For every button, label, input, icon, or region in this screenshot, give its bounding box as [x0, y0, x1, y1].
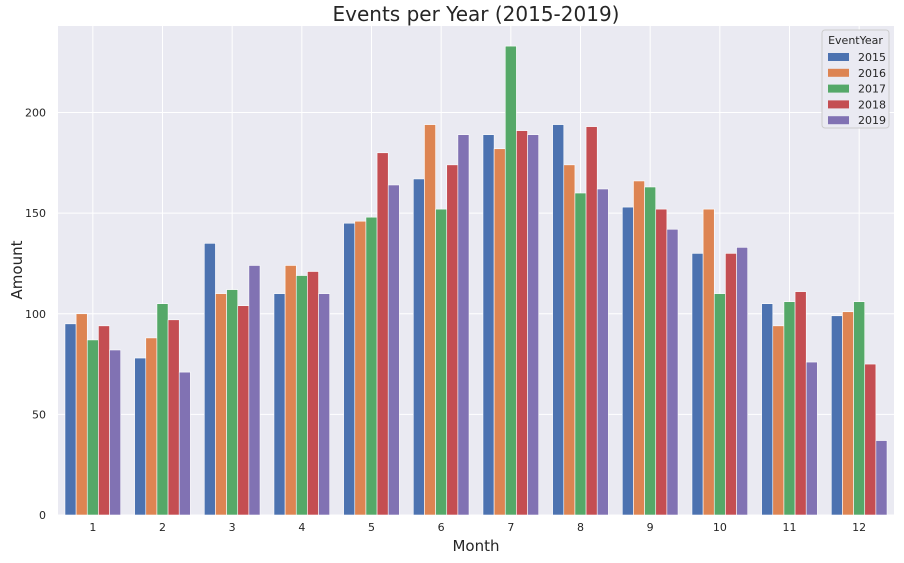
- bar-2016-month-11: [772, 325, 785, 516]
- bar-2019-month-5: [387, 184, 400, 516]
- y-tick-label: 150: [25, 207, 46, 220]
- x-tick-label: 1: [89, 521, 96, 534]
- bar-2018-month-11: [794, 291, 807, 516]
- bar-2017-month-5: [365, 216, 378, 516]
- x-tick-label: 9: [647, 521, 654, 534]
- bar-2018-month-2: [167, 319, 180, 516]
- bar-2016-month-6: [424, 124, 436, 516]
- x-tick-label: 5: [368, 521, 375, 534]
- legend: EventYear 2015 2016 2017 2018 2019: [821, 29, 890, 129]
- bar-2017-month-10: [713, 293, 726, 516]
- bar-2018-month-6: [446, 164, 459, 516]
- bar-2018-month-4: [307, 271, 319, 516]
- y-tick-label: 0: [39, 509, 46, 522]
- bar-2015-month-5: [343, 222, 356, 516]
- x-tick-label: 10: [713, 521, 727, 534]
- x-tick-label: 2: [159, 521, 166, 534]
- x-tick-label: 4: [298, 521, 305, 534]
- bar-2015-month-2: [134, 357, 147, 516]
- legend-title: EventYear: [828, 34, 883, 47]
- bar-2015-month-6: [412, 178, 425, 516]
- bar-2018-month-12: [864, 363, 877, 516]
- bar-2017-month-11: [783, 301, 796, 516]
- legend-swatch-2019: [828, 116, 849, 125]
- bar-2015-month-1: [64, 323, 77, 516]
- bar-2016-month-1: [75, 313, 88, 516]
- bar-2019-month-2: [178, 371, 191, 516]
- x-tick-label: 8: [577, 521, 584, 534]
- bar-2017-month-8: [574, 192, 587, 516]
- bar-2015-month-12: [830, 315, 843, 516]
- bar-2016-month-2: [145, 337, 158, 516]
- bar-2015-month-3: [204, 243, 216, 516]
- bar-2019-month-1: [109, 349, 122, 516]
- bar-2019-month-7: [527, 134, 540, 516]
- bar-2017-month-2: [156, 303, 169, 516]
- bar-2015-month-8: [552, 124, 565, 516]
- y-tick-label: 100: [25, 308, 46, 321]
- legend-swatch-2017: [828, 84, 849, 93]
- bar-2016-month-8: [563, 164, 576, 516]
- bar-2018-month-10: [725, 253, 737, 516]
- bar-2017-month-7: [504, 45, 517, 516]
- legend-label-2017: 2017: [858, 83, 886, 96]
- bar-2015-month-7: [482, 134, 495, 516]
- bar-2019-month-8: [596, 188, 609, 516]
- bars: [64, 45, 888, 516]
- legend-label-2018: 2018: [858, 98, 886, 111]
- legend-swatch-2016: [828, 68, 849, 77]
- bar-2019-month-9: [666, 228, 679, 516]
- x-tick-label: 6: [438, 521, 445, 534]
- bar-2018-month-1: [98, 325, 110, 516]
- legend-swatch-2018: [828, 100, 849, 109]
- legend-swatch-2015: [828, 53, 849, 61]
- bar-2016-month-3: [215, 293, 227, 516]
- bar-2019-month-12: [875, 440, 888, 516]
- bar-2015-month-4: [273, 293, 286, 516]
- y-tick-label: 200: [25, 107, 46, 120]
- y-tick-label: 50: [32, 408, 46, 421]
- bar-2016-month-9: [633, 180, 645, 516]
- bar-2018-month-8: [585, 126, 598, 516]
- chart-title: Events per Year (2015-2019): [333, 2, 620, 26]
- bar-2016-month-4: [284, 265, 297, 516]
- bar-2015-month-9: [621, 206, 634, 516]
- bar-2019-month-10: [736, 247, 749, 516]
- bar-2017-month-9: [644, 186, 657, 516]
- bar-2016-month-10: [702, 208, 715, 516]
- x-axis-label: Month: [452, 537, 499, 555]
- bar-2015-month-11: [761, 303, 774, 516]
- bar-2018-month-5: [376, 152, 389, 516]
- bar-2019-month-4: [318, 293, 331, 516]
- bar-2016-month-5: [354, 220, 367, 516]
- x-ticks: 1 2 3 4 5 6 7 8 9 10 11 12: [89, 521, 866, 534]
- bar-2015-month-10: [691, 253, 704, 516]
- bar-2018-month-3: [237, 305, 250, 516]
- bar-2018-month-7: [516, 130, 528, 516]
- plot-area: [58, 26, 894, 515]
- bar-2019-month-11: [805, 361, 818, 516]
- bar-2016-month-12: [842, 311, 854, 516]
- bar-2017-month-6: [435, 208, 448, 516]
- x-tick-label: 11: [783, 521, 797, 534]
- bar-2016-month-7: [493, 148, 506, 516]
- bar-2017-month-1: [86, 339, 99, 516]
- y-axis-label: Amount: [8, 240, 26, 299]
- bar-2019-month-3: [248, 265, 261, 516]
- x-tick-label: 3: [229, 521, 236, 534]
- bar-2017-month-12: [853, 301, 866, 516]
- x-tick-label: 12: [852, 521, 866, 534]
- bar-2017-month-4: [295, 275, 308, 516]
- legend-label-2016: 2016: [858, 67, 886, 80]
- bar-2018-month-9: [655, 208, 668, 516]
- bar-2017-month-3: [226, 289, 239, 516]
- legend-label-2019: 2019: [858, 114, 886, 127]
- bar-2019-month-6: [457, 134, 470, 516]
- legend-label-2015: 2015: [858, 51, 886, 64]
- x-tick-label: 7: [507, 521, 514, 534]
- y-ticks: 0 50 100 150 200: [25, 107, 46, 522]
